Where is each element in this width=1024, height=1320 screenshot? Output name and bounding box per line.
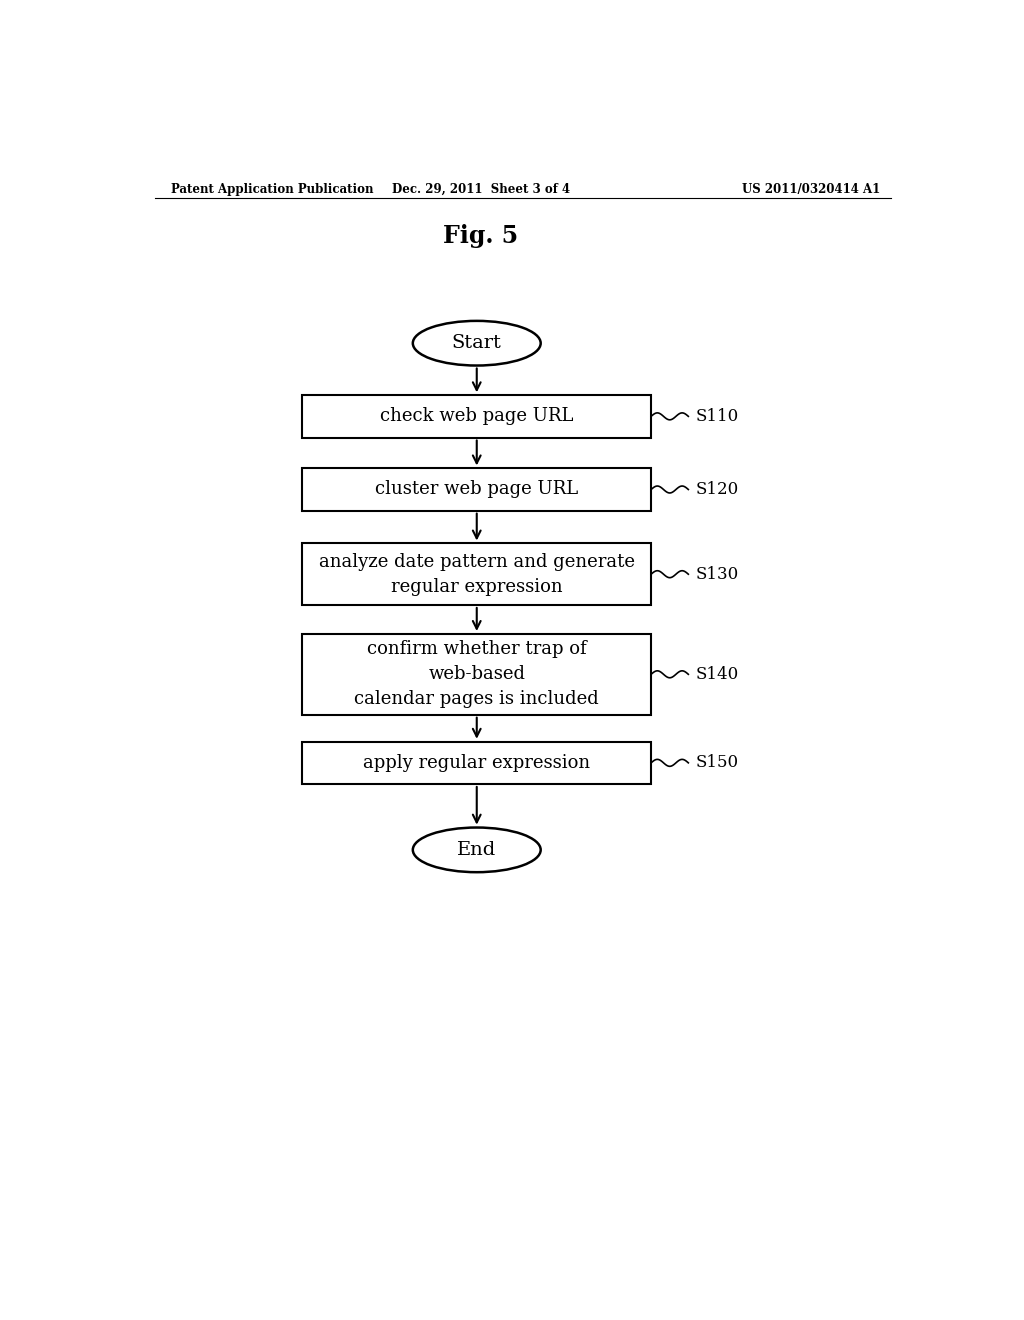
Text: Start: Start	[452, 334, 502, 352]
Text: cluster web page URL: cluster web page URL	[375, 480, 579, 499]
Text: S120: S120	[696, 480, 739, 498]
Bar	[302, 544, 651, 605]
Text: check web page URL: check web page URL	[380, 408, 573, 425]
Text: apply regular expression: apply regular expression	[364, 754, 590, 772]
Text: End: End	[457, 841, 497, 859]
Text: confirm whether trap of
web-based
calendar pages is included: confirm whether trap of web-based calend…	[354, 640, 599, 709]
Text: analyze date pattern and generate
regular expression: analyze date pattern and generate regula…	[318, 553, 635, 595]
Bar	[302, 469, 651, 511]
Ellipse shape	[413, 828, 541, 873]
Text: S110: S110	[696, 408, 739, 425]
Text: Patent Application Publication: Patent Application Publication	[171, 183, 373, 197]
Bar	[302, 742, 651, 784]
Text: S130: S130	[696, 566, 739, 582]
Text: S150: S150	[696, 754, 739, 771]
Ellipse shape	[413, 321, 541, 366]
Text: US 2011/0320414 A1: US 2011/0320414 A1	[741, 183, 880, 197]
Bar	[302, 634, 651, 714]
Text: Fig. 5: Fig. 5	[443, 224, 518, 248]
Text: Dec. 29, 2011  Sheet 3 of 4: Dec. 29, 2011 Sheet 3 of 4	[391, 183, 569, 197]
Bar	[302, 395, 651, 437]
Text: S140: S140	[696, 665, 739, 682]
